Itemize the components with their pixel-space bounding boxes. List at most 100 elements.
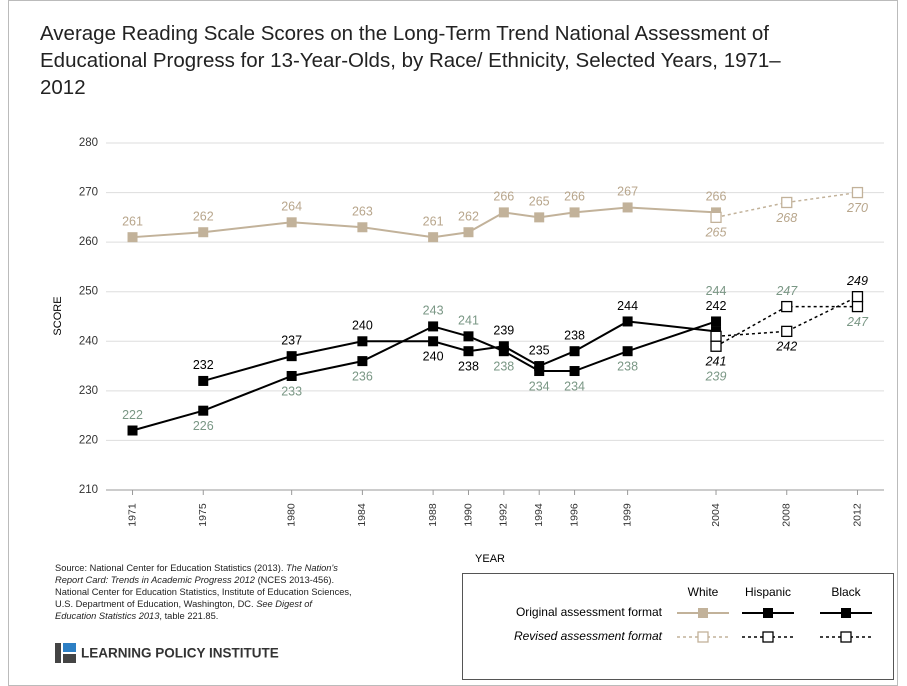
marker (286, 217, 297, 228)
marker (286, 370, 297, 381)
source-part: Source: National Center for Education St… (55, 563, 286, 573)
marker (357, 356, 368, 367)
marker (463, 346, 474, 357)
marker (463, 227, 474, 238)
data-label: 238 (493, 359, 514, 373)
x-tick-label: 2008 (781, 503, 793, 527)
data-label: 265 (529, 195, 550, 209)
marker (357, 222, 368, 233)
data-label: 262 (193, 210, 214, 224)
legend-marker (762, 631, 774, 643)
legend-marker (698, 608, 708, 618)
data-label: 249 (846, 274, 868, 288)
marker (534, 212, 545, 223)
revised-marker (710, 330, 722, 342)
data-label: 263 (352, 205, 373, 219)
x-tick-label: 2012 (851, 503, 863, 527)
legend-box (462, 573, 894, 680)
marker (534, 366, 545, 377)
marker (286, 351, 297, 362)
x-tick-label: 1975 (197, 503, 209, 527)
data-label: 241 (458, 314, 479, 328)
brand: LEARNING POLICY INSTITUTE (81, 646, 279, 661)
x-tick-label: 1994 (533, 503, 545, 527)
data-label: 266 (564, 190, 585, 204)
data-label: 242 (706, 299, 727, 313)
revised-marker (781, 196, 793, 209)
marker (428, 336, 439, 347)
data-label: 264 (281, 200, 302, 214)
data-label: 247 (775, 284, 798, 298)
marker (198, 227, 209, 238)
legend-row-label: Revised assessment format (514, 629, 663, 643)
x-tick-label: 1980 (285, 503, 297, 527)
logo-icon (55, 643, 61, 663)
data-label: 244 (617, 299, 638, 313)
source-part: , table 221.85. (159, 611, 219, 621)
data-label: 262 (458, 210, 479, 224)
data-label: 226 (193, 419, 214, 433)
data-label: 238 (564, 328, 585, 342)
data-label: 222 (122, 408, 143, 422)
y-tick-label: 250 (79, 286, 98, 298)
data-label: 239 (705, 370, 727, 384)
marker (198, 405, 209, 416)
data-label: 267 (617, 185, 638, 199)
marker (498, 346, 509, 357)
marker (569, 207, 580, 218)
x-tick-label: 1992 (498, 503, 510, 527)
legend-marker (763, 608, 773, 618)
source-note: Source: National Center for Education St… (55, 562, 355, 622)
marker (127, 232, 138, 243)
marker (127, 425, 138, 436)
data-label: 265 (705, 226, 727, 240)
revised-marker (781, 325, 793, 338)
y-tick-label: 270 (79, 187, 98, 199)
marker (622, 316, 633, 327)
x-tick-label: 1999 (621, 503, 633, 527)
revised-marker (781, 300, 793, 313)
data-label: 232 (193, 358, 214, 372)
logo-icon (63, 643, 76, 652)
x-tick-label: 1996 (568, 503, 580, 527)
data-label: 234 (564, 379, 585, 393)
revised-line (715, 305, 858, 347)
y-tick-label: 220 (79, 434, 98, 446)
marker (622, 346, 633, 357)
x-tick-label: 1971 (126, 503, 138, 527)
line (202, 320, 717, 382)
marker (498, 207, 509, 218)
x-axis-label: YEAR (475, 553, 505, 565)
data-label: 235 (529, 343, 550, 357)
data-label: 238 (458, 359, 479, 373)
data-label: 238 (617, 359, 638, 373)
legend-marker (697, 631, 709, 643)
logo-icon (63, 654, 76, 663)
marker (198, 375, 209, 386)
source-part: See Digest of Education Statistics 2013 (55, 599, 313, 621)
marker (569, 346, 580, 357)
data-label: 237 (281, 333, 302, 347)
revised-marker (851, 186, 864, 199)
data-label: 268 (775, 211, 797, 225)
chart-title: Average Reading Scale Scores on the Long… (40, 22, 781, 99)
source-part: The Nation's Report Card: Trends in Acad… (55, 563, 338, 585)
legend-label: Black (831, 585, 861, 599)
marker (711, 316, 722, 327)
revised-marker (710, 340, 722, 352)
x-tick-label: 1990 (462, 503, 474, 527)
legend-marker (841, 608, 851, 618)
data-label: 240 (423, 350, 444, 364)
y-tick-label: 280 (79, 137, 98, 149)
data-label: 261 (122, 214, 143, 228)
source-part: (NCES 2013-456). National Center for Edu… (55, 575, 352, 609)
x-tick-label: 1988 (427, 503, 439, 527)
y-tick-label: 210 (79, 484, 98, 496)
revised-marker (851, 300, 864, 313)
data-label: 236 (352, 369, 373, 383)
legend-row-label: Original assessment format (516, 605, 663, 619)
legend-label: White (688, 585, 719, 599)
data-label: 270 (846, 201, 868, 215)
